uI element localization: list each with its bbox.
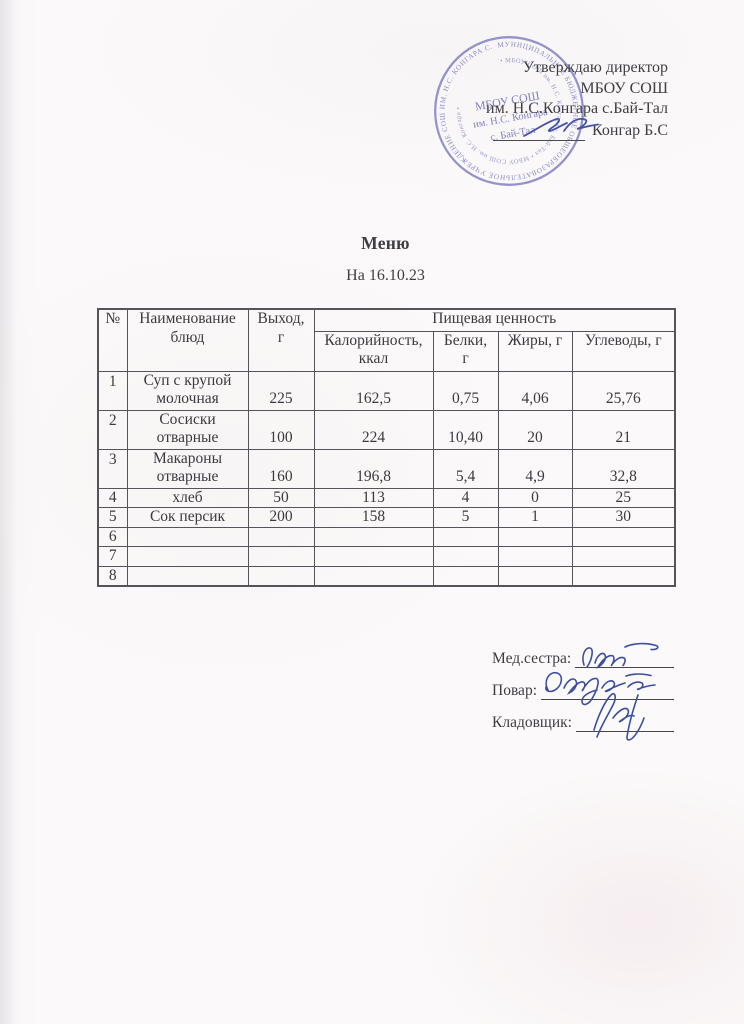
output-value: 200 — [247, 507, 315, 528]
signature-row-nurse: Мед.сестра: — [492, 646, 674, 668]
dish-name — [126, 526, 249, 547]
fat-value — [497, 565, 573, 587]
col-header-number: № — [97, 308, 128, 372]
signature-row-storekeeper: Кладовщик: — [492, 710, 674, 732]
director-signature — [520, 112, 604, 142]
output-value: 160 — [247, 448, 315, 489]
approval-line2: МБОУ СОШ — [580, 79, 668, 97]
col-header-fat: Жиры, г — [497, 330, 573, 372]
output-value: 50 — [247, 487, 315, 508]
protein-value — [432, 526, 499, 547]
table-row: 4 хлеб 50 113 4 0 25 — [97, 487, 676, 508]
calories-value — [313, 546, 434, 567]
table-header-row-1: № Наименование блюд Выход, г Пищевая цен… — [97, 308, 676, 372]
col-header-output: Выход, г — [247, 308, 315, 372]
fat-value: 4,9 — [497, 448, 573, 489]
carbs-value: 30 — [571, 507, 676, 528]
col-header-calories: Калорийность, ккал — [313, 330, 434, 372]
protein-value: 5 — [432, 507, 499, 528]
nurse-signature — [578, 638, 668, 672]
output-value: 100 — [247, 409, 315, 450]
nurse-label: Мед.сестра: — [492, 650, 572, 667]
output-value: 225 — [247, 370, 315, 411]
col-header-carbs: Углеводы, г — [571, 330, 676, 372]
calories-value: 224 — [313, 409, 434, 450]
row-number: 4 — [97, 487, 128, 508]
dish-name: Суп с крупой молочная — [126, 370, 249, 411]
row-number: 2 — [97, 409, 128, 450]
storekeeper-signature — [582, 690, 662, 744]
calories-value: 158 — [313, 507, 434, 528]
dish-name: Сок персик — [126, 507, 249, 528]
protein-value: 10,40 — [432, 409, 499, 450]
table-row: 3 Макароны отварные 160 196,8 5,4 4,9 32… — [97, 448, 676, 489]
storekeeper-label: Кладовщик: — [492, 714, 572, 731]
row-number: 3 — [97, 448, 128, 489]
fat-value — [497, 546, 573, 567]
fat-value: 0 — [497, 487, 573, 508]
carbs-value — [571, 565, 676, 587]
director-signature-line — [493, 125, 586, 141]
director-name: Конгар Б.С — [592, 121, 668, 139]
approval-signature-row: Конгар Б.С — [486, 121, 668, 141]
col-header-dish-name: Наименование блюд — [126, 308, 249, 372]
row-number: 6 — [97, 526, 128, 547]
output-value — [247, 565, 315, 587]
fat-value: 1 — [497, 507, 573, 528]
table-row: 6 — [97, 526, 676, 547]
dish-name: Сосиски отварные — [126, 409, 249, 450]
approval-line3: им. Н.С.Конгара с.Бай-Тал — [486, 100, 668, 117]
school-stamp-icon: МУНИЦИПАЛЬНОЕ БЮДЖЕТНОЕ ОБЩЕОБРАЗОВАТЕЛЬ… — [413, 14, 600, 202]
calories-value: 162,5 — [313, 370, 434, 411]
nurse-signature-line — [575, 651, 674, 668]
col-header-protein: Белки, г — [432, 330, 499, 372]
table-header-row-2: Калорийность, ккал Белки, г Жиры, г Угле… — [98, 330, 676, 372]
table-row: 1 Суп с крупой молочная 225 162,5 0,75 4… — [97, 370, 676, 411]
dish-name — [126, 546, 249, 567]
carbs-value: 25 — [571, 487, 676, 508]
dish-name: Макароны отварные — [126, 448, 249, 489]
row-number: 8 — [97, 565, 128, 587]
calories-value — [313, 526, 434, 547]
row-number: 5 — [97, 507, 128, 528]
fat-value: 20 — [497, 409, 573, 450]
carbs-value — [571, 526, 676, 547]
table-row: 8 — [97, 565, 676, 587]
row-number: 1 — [97, 370, 128, 411]
col-header-nutrition-group: Пищевая ценность — [313, 308, 676, 332]
dish-name: хлеб — [126, 487, 249, 508]
calories-value: 196,8 — [313, 448, 434, 489]
carbs-value: 32,8 — [571, 448, 676, 489]
row-number: 7 — [97, 546, 128, 567]
protein-value: 0,75 — [432, 370, 499, 411]
carbs-value: 25,76 — [571, 370, 676, 411]
protein-value — [432, 565, 499, 587]
approval-block: Утверждаю директор МБОУ СОШ им. Н.С.Конг… — [486, 58, 668, 141]
fat-value — [497, 526, 573, 547]
menu-table: № Наименование блюд Выход, г Пищевая цен… — [97, 308, 676, 587]
approval-line1: Утверждаю директор — [522, 59, 668, 76]
storekeeper-signature-line — [575, 715, 674, 732]
carbs-value — [571, 546, 676, 567]
document-date: На 16.10.23 — [346, 267, 425, 284]
cook-label: Повар: — [492, 682, 537, 699]
table-row: 5 Сок персик 200 158 5 1 30 — [97, 507, 676, 528]
protein-value: 4 — [432, 487, 499, 508]
fat-value: 4,06 — [497, 370, 573, 411]
protein-value — [432, 546, 499, 567]
table-row: 2 Сосиски отварные 100 224 10,40 20 21 — [97, 409, 676, 450]
document-title: Меню — [361, 233, 410, 253]
output-value — [247, 546, 315, 567]
calories-value: 113 — [313, 487, 434, 508]
table-row: 7 — [97, 546, 676, 567]
carbs-value: 21 — [571, 409, 676, 450]
signatures-block: Мед.сестра: Повар: Кладовщик: — [492, 646, 674, 742]
cook-signature — [536, 664, 666, 710]
dish-name — [126, 565, 249, 587]
calories-value — [313, 565, 434, 587]
protein-value: 5,4 — [432, 448, 499, 489]
output-value — [247, 526, 315, 547]
